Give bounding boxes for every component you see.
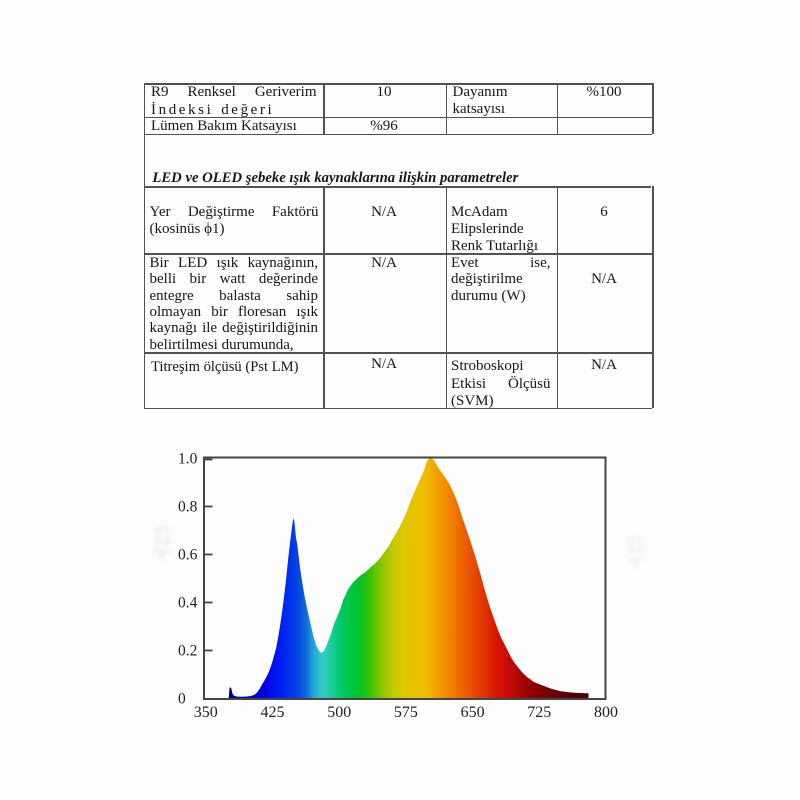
svg-text:800: 800 <box>594 704 618 721</box>
svg-text:650: 650 <box>461 704 485 721</box>
svg-text:0: 0 <box>178 691 186 708</box>
svg-text:350: 350 <box>194 704 218 721</box>
svg-text:500: 500 <box>327 704 351 721</box>
svg-text:425: 425 <box>261 704 285 721</box>
svg-text:575: 575 <box>394 704 418 721</box>
svg-text:1.0: 1.0 <box>178 451 198 468</box>
svg-text:0.2: 0.2 <box>178 643 197 660</box>
svg-text:0.8: 0.8 <box>178 499 198 516</box>
svg-text:0.6: 0.6 <box>178 547 198 564</box>
svg-text:725: 725 <box>527 704 551 721</box>
svg-text:0.4: 0.4 <box>178 595 198 612</box>
